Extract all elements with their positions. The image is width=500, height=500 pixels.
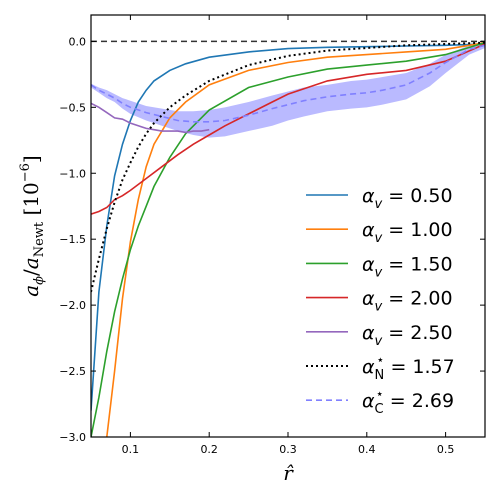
x-tick-label: 0.1 <box>122 443 140 456</box>
series-line-5 <box>91 102 210 134</box>
legend-label-2: αv = 1.00 <box>362 219 453 246</box>
uncertainty-band <box>91 42 485 138</box>
y-tick-label: −0.5 <box>59 101 86 114</box>
y-tick-label: −3.0 <box>59 431 86 444</box>
legend-label-6: αN⋆ = 1.57 <box>362 353 455 383</box>
y-tick-label: −1.5 <box>59 233 86 246</box>
y-tick-label: 0.0 <box>69 35 87 48</box>
legend-label-3: αv = 1.50 <box>362 253 453 280</box>
x-tick-label: 0.3 <box>279 443 297 456</box>
x-tick-label: 0.4 <box>358 443 376 456</box>
series-line-3 <box>91 41 485 437</box>
x-tick-label: 0.5 <box>437 443 455 456</box>
legend-label-5: αv = 2.50 <box>362 322 453 349</box>
y-tick-label: −2.0 <box>59 299 86 312</box>
x-axis-label: r̂ <box>283 461 294 485</box>
y-axis-label: aϕ/aNewt [10−6] <box>18 155 47 297</box>
legend-label-1: αv = 0.50 <box>362 185 453 212</box>
legend-label-7: αC⋆ = 2.69 <box>362 387 454 417</box>
legend: αv = 0.50 αv = 1.00 αv = 1.50 αv = 2.00 αv =… <box>306 185 455 417</box>
legend-label-4: αv = 2.00 <box>362 288 453 315</box>
series-line-1 <box>91 43 485 411</box>
y-tick-label: −2.5 <box>59 365 86 378</box>
y-tick-label: −1.0 <box>59 167 86 180</box>
x-tick-label: 0.2 <box>200 443 218 456</box>
plot-background <box>91 15 485 437</box>
